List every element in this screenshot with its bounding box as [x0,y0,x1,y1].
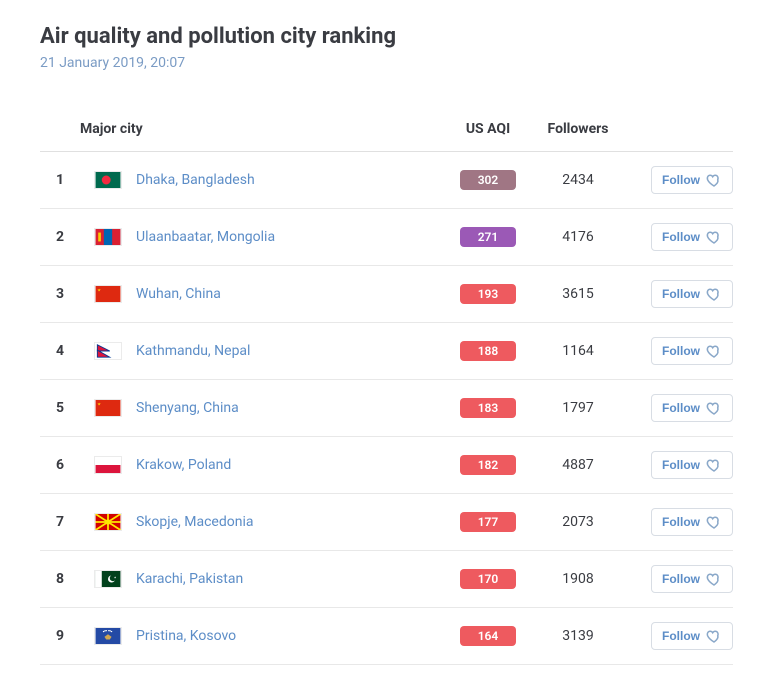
city-cell[interactable]: Kathmandu, Nepal [136,343,443,359]
follow-label: Follow [662,629,700,643]
follow-label: Follow [662,401,700,415]
aqi-badge: 170 [460,569,516,589]
followers-cell: 4176 [533,229,623,245]
follow-button[interactable]: Follow [651,451,733,479]
aqi-badge: 164 [460,626,516,646]
follow-button[interactable]: Follow [651,223,733,251]
city-cell[interactable]: Karachi, Pakistan [136,571,443,587]
aqi-badge: 271 [460,227,516,247]
city-cell[interactable]: Pristina, Kosovo [136,628,443,644]
heart-icon [706,172,722,188]
rank-cell: 4 [40,343,80,359]
rank-cell: 7 [40,514,80,530]
aqi-badge: 193 [460,284,516,304]
heart-icon [706,400,722,416]
heart-icon [706,514,722,530]
followers-cell: 1797 [533,400,623,416]
table-row: 4 Kathmandu, Nepal 188 1164 Follow [40,323,733,380]
flag-icon [80,627,136,645]
heart-icon [706,628,722,644]
city-cell[interactable]: Ulaanbaatar, Mongolia [136,229,443,245]
rank-cell: 2 [40,229,80,245]
col-header-followers: Followers [533,121,623,137]
rank-cell: 8 [40,571,80,587]
rank-cell: 6 [40,457,80,473]
table-row: 7 Skopje, Macedonia 177 2073 Follow [40,494,733,551]
table-row: 6 Krakow, Poland 182 4887 Follow [40,437,733,494]
heart-icon [706,571,722,587]
follow-label: Follow [662,230,700,244]
followers-cell: 1908 [533,571,623,587]
table-row: 3 Wuhan, China 193 3615 Follow [40,266,733,323]
follow-button[interactable]: Follow [651,508,733,536]
rank-cell: 3 [40,286,80,302]
rank-cell: 5 [40,400,80,416]
follow-label: Follow [662,173,700,187]
city-cell[interactable]: Krakow, Poland [136,457,443,473]
timestamp: 21 January 2019, 20:07 [40,55,733,71]
follow-label: Follow [662,572,700,586]
flag-icon [80,513,136,531]
heart-icon [706,286,722,302]
table-row: 1 Dhaka, Bangladesh 302 2434 Follow [40,152,733,209]
flag-icon [80,285,136,303]
table-row: 8 Karachi, Pakistan 170 1908 Follow [40,551,733,608]
followers-cell: 4887 [533,457,623,473]
heart-icon [706,343,722,359]
follow-label: Follow [662,287,700,301]
flag-icon [80,342,136,360]
followers-cell: 2073 [533,514,623,530]
rank-cell: 9 [40,628,80,644]
table-row: 2 Ulaanbaatar, Mongolia 271 4176 Follow [40,209,733,266]
flag-icon [80,399,136,417]
follow-button[interactable]: Follow [651,166,733,194]
aqi-badge: 183 [460,398,516,418]
flag-icon [80,456,136,474]
city-cell[interactable]: Dhaka, Bangladesh [136,172,443,188]
heart-icon [706,229,722,245]
flag-icon [80,228,136,246]
follow-button[interactable]: Follow [651,280,733,308]
ranking-table: Major city US AQI Followers 1 Dhaka, Ban… [40,107,733,665]
table-header: Major city US AQI Followers [40,107,733,152]
city-cell[interactable]: Wuhan, China [136,286,443,302]
flag-icon [80,570,136,588]
flag-icon [80,171,136,189]
follow-label: Follow [662,458,700,472]
heart-icon [706,457,722,473]
col-header-city: Major city [80,121,143,137]
follow-label: Follow [662,344,700,358]
city-cell[interactable]: Skopje, Macedonia [136,514,443,530]
aqi-badge: 177 [460,512,516,532]
follow-button[interactable]: Follow [651,337,733,365]
follow-label: Follow [662,515,700,529]
aqi-badge: 182 [460,455,516,475]
table-row: 9 Pristina, Kosovo 164 3139 Follow [40,608,733,665]
follow-button[interactable]: Follow [651,394,733,422]
followers-cell: 3615 [533,286,623,302]
page-title: Air quality and pollution city ranking [40,24,733,49]
rank-cell: 1 [40,172,80,188]
table-row: 5 Shenyang, China 183 1797 Follow [40,380,733,437]
city-cell[interactable]: Shenyang, China [136,400,443,416]
follow-button[interactable]: Follow [651,622,733,650]
followers-cell: 1164 [533,343,623,359]
followers-cell: 3139 [533,628,623,644]
followers-cell: 2434 [533,172,623,188]
follow-button[interactable]: Follow [651,565,733,593]
col-header-aqi: US AQI [443,121,533,137]
aqi-badge: 302 [460,170,516,190]
aqi-badge: 188 [460,341,516,361]
